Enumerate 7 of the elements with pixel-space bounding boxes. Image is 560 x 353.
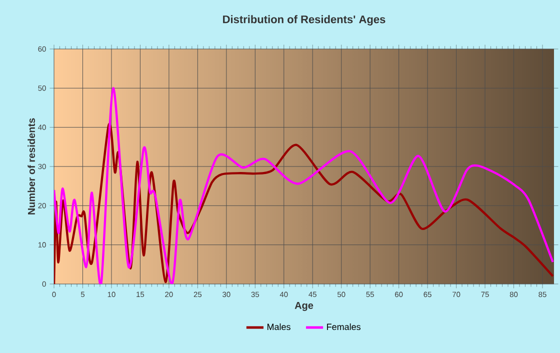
line-series [54, 87, 554, 284]
x-axis-title: Age [294, 302, 314, 311]
y-axis-title: Number of residents [28, 118, 35, 214]
legend-label: Males [267, 323, 290, 330]
chart-title: Distribution of Residents' Ages [223, 15, 386, 26]
line-series [54, 123, 554, 284]
legend-label: Females [327, 323, 360, 330]
